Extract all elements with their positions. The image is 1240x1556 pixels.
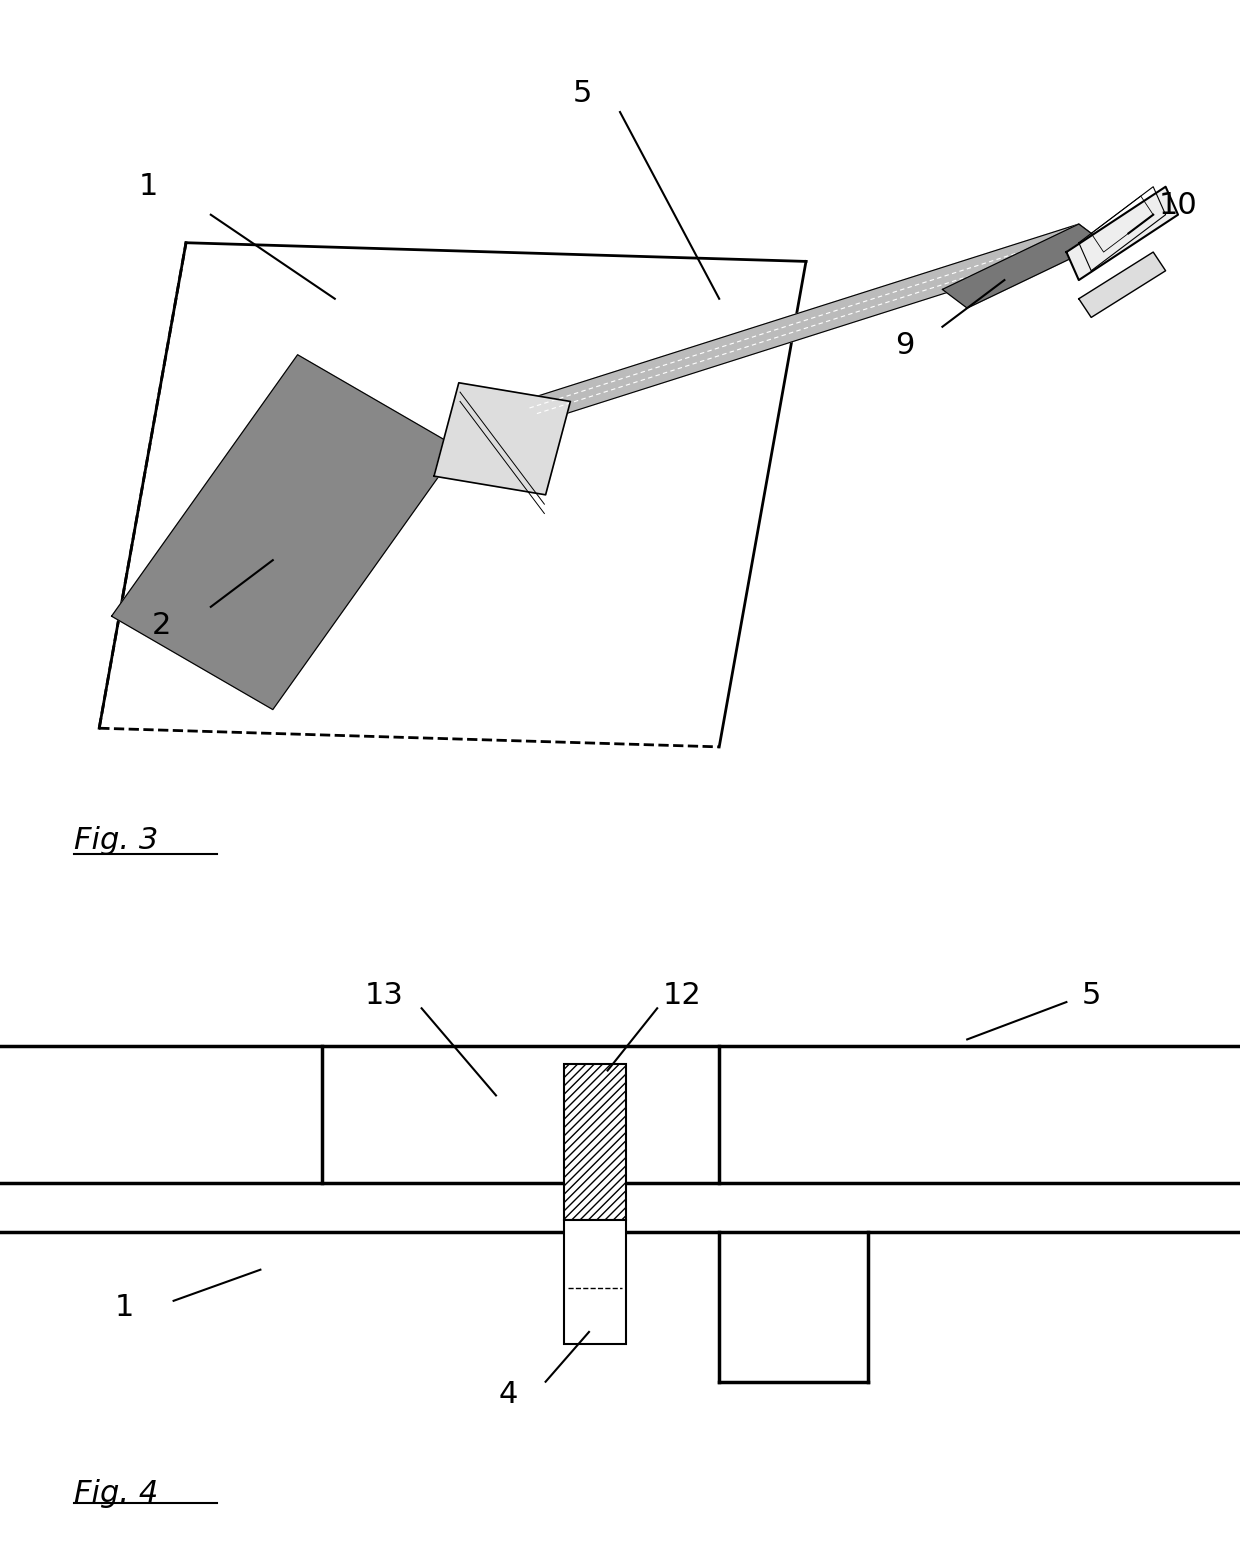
- Polygon shape: [521, 224, 1104, 420]
- Text: 5: 5: [1081, 982, 1101, 1010]
- Polygon shape: [434, 383, 570, 495]
- Polygon shape: [1066, 187, 1178, 280]
- Text: 4: 4: [498, 1380, 518, 1408]
- Text: 12: 12: [662, 982, 702, 1010]
- Text: 2: 2: [151, 612, 171, 640]
- Bar: [564, 1220, 626, 1344]
- Text: Fig. 4: Fig. 4: [74, 1480, 159, 1508]
- Polygon shape: [942, 224, 1104, 308]
- Text: 13: 13: [365, 982, 404, 1010]
- Text: 9: 9: [895, 331, 915, 359]
- Bar: [564, 1064, 626, 1220]
- Text: 10: 10: [1158, 191, 1198, 219]
- Text: 5: 5: [573, 79, 593, 107]
- Polygon shape: [99, 243, 806, 747]
- Text: 1: 1: [139, 173, 159, 201]
- Polygon shape: [112, 355, 459, 710]
- Polygon shape: [1079, 252, 1166, 317]
- Text: 1: 1: [114, 1293, 134, 1321]
- Text: Fig. 3: Fig. 3: [74, 826, 159, 854]
